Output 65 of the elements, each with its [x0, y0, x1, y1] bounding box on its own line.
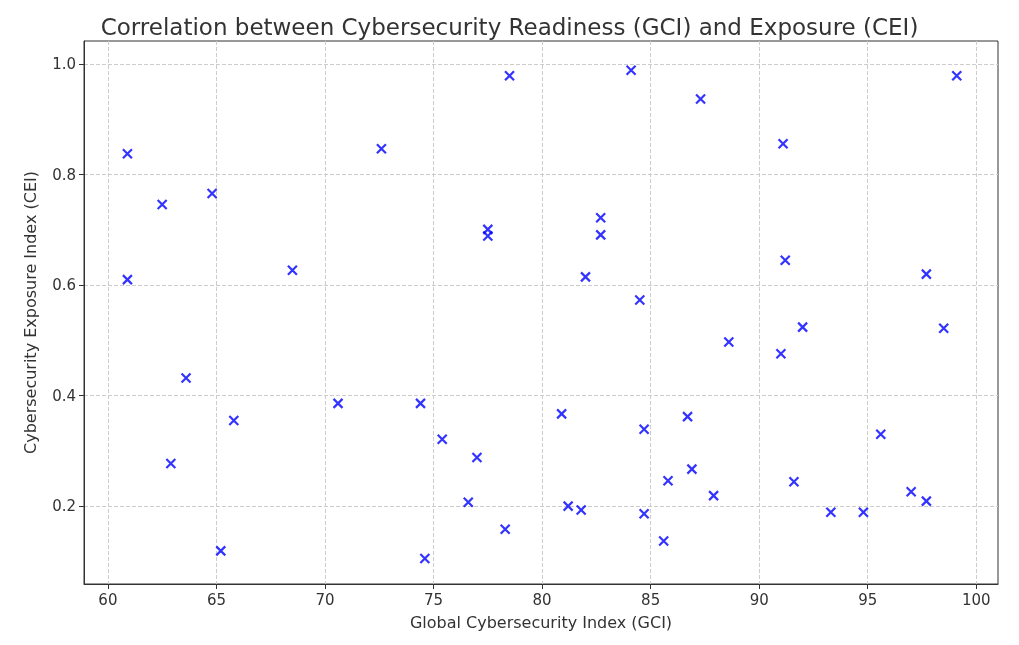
x-tick-label: 100: [961, 590, 991, 609]
point: [499, 523, 511, 535]
x-tick-label: 75: [423, 590, 444, 609]
point: [462, 496, 474, 508]
point: [638, 423, 650, 435]
point: [788, 476, 800, 488]
point: [419, 552, 431, 565]
point: [121, 148, 134, 160]
point: [825, 506, 837, 518]
point: [708, 490, 720, 502]
point: [414, 397, 427, 409]
point: [694, 93, 707, 105]
point: [286, 264, 299, 276]
point: [920, 268, 932, 280]
point: [579, 271, 592, 283]
point: [375, 143, 388, 155]
x-tick-label: 85: [641, 590, 661, 609]
chart-title: Correlation between Cybersecurity Readiness (GCI) and Exposure (CEI): [100, 13, 919, 40]
point: [938, 322, 950, 334]
point: [686, 463, 698, 475]
point: [436, 433, 448, 445]
y-axis-title: Cybersecurity Exposure Index (CEI): [20, 171, 40, 454]
point: [775, 348, 787, 360]
point: [595, 229, 607, 241]
x-axis-title: Global Cybersecurity Index (GCI): [409, 612, 673, 632]
point: [797, 321, 809, 333]
point: [206, 187, 218, 200]
point: [857, 506, 869, 518]
y-tick-label: 0.6: [52, 276, 76, 295]
point: [662, 475, 674, 487]
point: [332, 397, 344, 409]
point: [471, 451, 483, 464]
point: [634, 294, 646, 306]
point: [165, 457, 177, 470]
point: [920, 495, 932, 507]
y-tick-label: 0.8: [52, 165, 76, 184]
point: [228, 414, 240, 427]
point: [575, 504, 587, 516]
x-tick-label: 60: [98, 590, 118, 609]
point: [951, 70, 963, 82]
point: [875, 428, 887, 440]
point: [503, 70, 516, 82]
x-tick-label: 70: [315, 590, 335, 609]
point: [121, 274, 134, 286]
point: [556, 408, 568, 420]
x-tick-label: 95: [858, 590, 878, 609]
point: [156, 198, 168, 211]
point: [562, 500, 574, 512]
point: [638, 508, 650, 520]
point: [625, 64, 637, 76]
point: [905, 486, 917, 498]
y-tick-label: 1.0: [52, 55, 76, 74]
y-tick-label: 0.2: [52, 497, 76, 516]
point: [723, 336, 735, 348]
x-tick-label: 80: [532, 590, 552, 609]
point: [779, 254, 791, 266]
point: [595, 212, 607, 224]
point: [215, 545, 227, 557]
x-tick-label: 90: [749, 590, 769, 609]
point: [777, 138, 789, 150]
point: [180, 372, 192, 384]
x-tick-label: 65: [206, 590, 226, 609]
point: [658, 535, 670, 547]
y-tick-label: 0.4: [52, 386, 76, 405]
point: [681, 411, 694, 423]
